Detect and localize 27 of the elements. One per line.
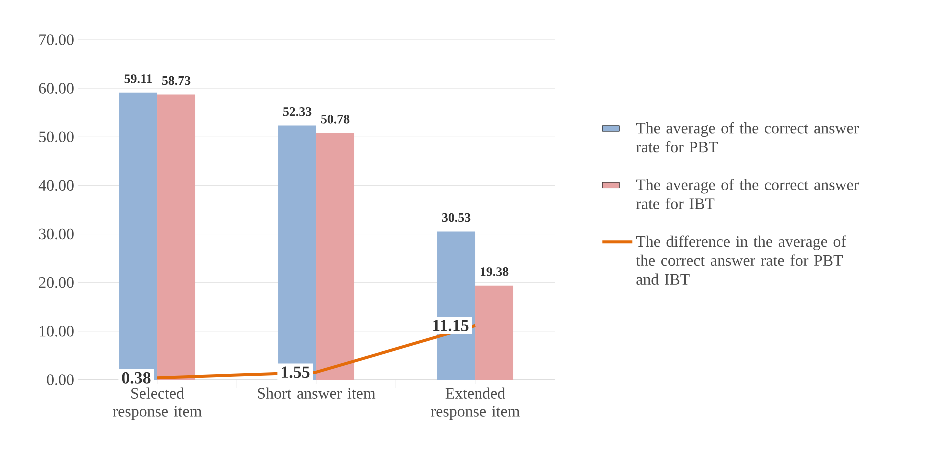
x-tick-label: Short answer item (258, 388, 376, 399)
y-tick-label: 10.00 (40, 326, 74, 337)
data-label: 11.15 (434, 320, 469, 332)
data-label: 52.33 (283, 108, 312, 116)
legend-label: The average of the correct answer rate for PBT (636, 122, 860, 153)
data-label: 58.73 (162, 76, 191, 86)
bar (158, 94, 196, 380)
data-label: 30.53 (442, 213, 471, 222)
y-tick-label: 0.00 (47, 374, 74, 386)
y-tick-label: 60.00 (39, 83, 74, 94)
bar (316, 133, 355, 380)
legend-label: The difference in the average of the correct answer rate for PBT and IBT (636, 236, 846, 286)
bar (476, 286, 514, 380)
data-label: 59.11 (124, 74, 152, 84)
y-tick-label: 30.00 (39, 228, 74, 240)
data-label: 19.38 (480, 268, 509, 276)
y-tick-label: 70.00 (40, 34, 74, 46)
data-label: 50.78 (321, 115, 350, 124)
data-label: 0.38 (122, 372, 151, 384)
data-label: 1.55 (282, 366, 310, 378)
x-tick-label: Selected response item (113, 388, 202, 420)
y-tick-label: 50.00 (40, 132, 74, 143)
legend-label: The average of the correct answer rate for IBT (636, 179, 860, 210)
y-tick-label: 40.00 (38, 180, 74, 192)
bar (278, 126, 317, 380)
x-tick-label: Extended response item (431, 388, 520, 420)
y-tick-label: 20.00 (39, 277, 74, 288)
